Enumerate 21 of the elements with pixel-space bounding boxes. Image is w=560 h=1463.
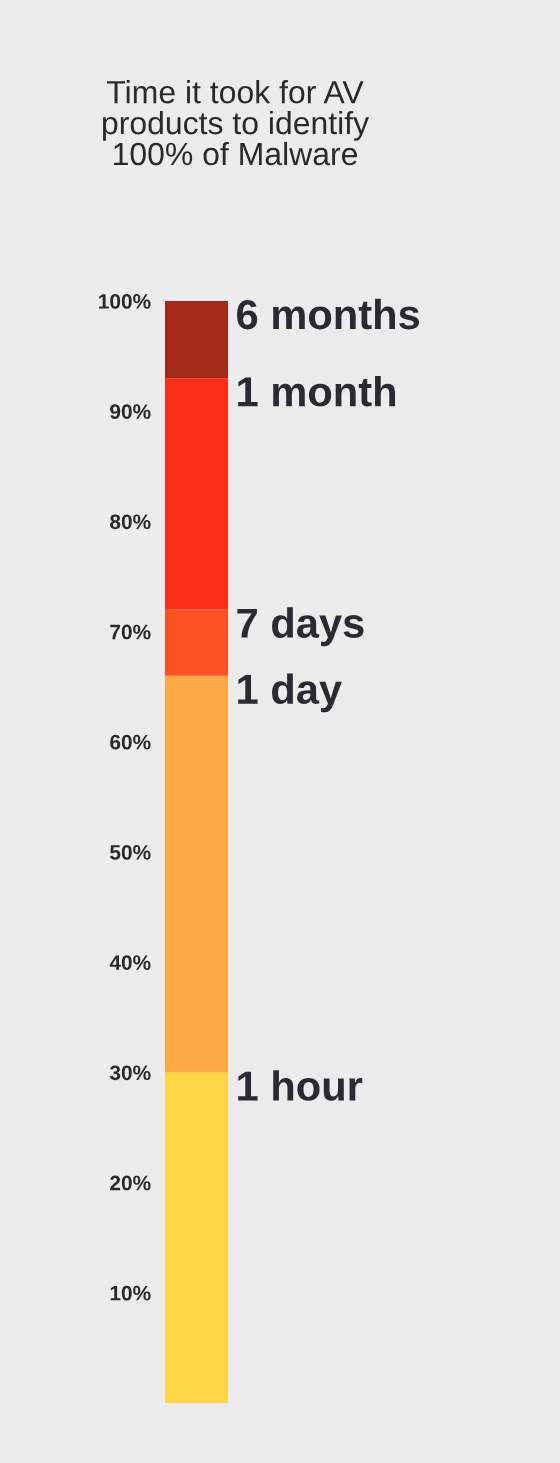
series-label: 1 hour <box>238 1070 363 1101</box>
y-tick-label: 70% <box>110 624 151 640</box>
bar <box>165 675 228 1073</box>
y-tick-label: 50% <box>110 845 151 860</box>
y-tick-label: 20% <box>110 1175 151 1191</box>
bar <box>165 301 228 379</box>
bar <box>165 609 228 676</box>
y-tick-label: 60% <box>110 734 151 750</box>
bar <box>165 378 228 610</box>
series-label: 1 day <box>238 673 342 713</box>
y-tick-label: 30% <box>109 1065 151 1081</box>
y-tick-label: 80% <box>110 514 151 530</box>
y-tick-label: 90% <box>110 404 151 419</box>
bar <box>165 1072 228 1403</box>
y-tick-label: 40% <box>109 955 151 970</box>
series-label: 6 months <box>237 298 420 330</box>
chart-title: Time it took for AV products to identify 100% of Malware <box>103 80 370 166</box>
series-label: 7 days <box>237 607 364 647</box>
series-label: 1 month <box>238 375 396 407</box>
y-tick-label: 10% <box>110 1285 151 1301</box>
y-tick-label: 100% <box>99 294 151 309</box>
